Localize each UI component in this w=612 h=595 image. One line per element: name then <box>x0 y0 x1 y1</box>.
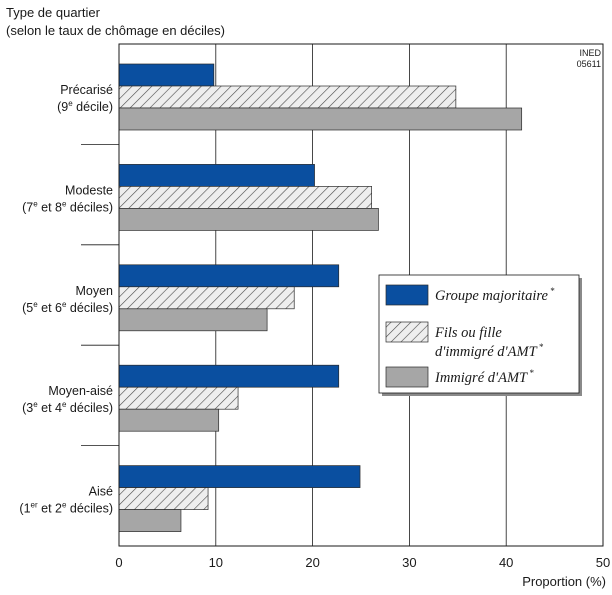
legend-label: Immigré d'AMT * <box>434 368 534 386</box>
x-axis-label: Proportion (%) <box>522 574 606 589</box>
category-sublabel: (5e et 6e déciles) <box>22 300 113 315</box>
bar <box>118 465 361 488</box>
bar <box>118 509 182 532</box>
category-sublabel: (1er et 2e déciles) <box>19 501 113 516</box>
legend-label: d'immigré d'AMT * <box>435 342 544 360</box>
x-tick-label: 20 <box>305 555 319 570</box>
bar <box>118 308 268 332</box>
category-label: Moyen <box>75 284 113 298</box>
source-code-line-2: 05611 <box>577 59 601 69</box>
bar <box>118 186 372 209</box>
legend-swatch <box>385 366 429 388</box>
legend-swatch <box>385 321 429 343</box>
category-sublabel: (9e décile) <box>57 99 113 114</box>
source-code-line-1: INED <box>579 48 601 58</box>
category-label: Précarisé <box>60 83 113 97</box>
category-label: Modeste <box>65 183 113 197</box>
bar <box>118 286 295 310</box>
category-sublabel: (3e et 4e déciles) <box>22 400 113 415</box>
bar <box>118 408 220 432</box>
bar <box>118 386 239 410</box>
x-tick-label: 50 <box>596 555 610 570</box>
x-tick-label: 30 <box>402 555 416 570</box>
bar <box>118 208 379 231</box>
bar <box>118 63 215 87</box>
bar <box>118 364 340 388</box>
bar <box>118 487 209 510</box>
x-tick-label: 10 <box>209 555 223 570</box>
legend: Groupe majoritaire * Fils ou filled'immigr… <box>378 274 582 396</box>
category-sublabel: (7e et 8e déciles) <box>22 199 113 214</box>
legend-label: Groupe majoritaire * <box>435 286 555 304</box>
plot-frame <box>118 43 604 547</box>
bar <box>118 164 315 187</box>
x-tick-label: 0 <box>115 555 122 570</box>
x-tick-label: 40 <box>499 555 513 570</box>
bar <box>118 107 523 131</box>
category-label: Moyen-aisé <box>48 384 113 398</box>
category-label: Aisé <box>89 485 113 499</box>
plot-area: Précarisé (9e décile) Modeste (7e et 8e déc… <box>19 43 610 570</box>
bar <box>118 85 457 109</box>
chart-title-line-2: (selon le taux de chômage en déciles) <box>6 23 225 38</box>
legend-label: Fils ou fille <box>434 325 502 341</box>
chart-title-line-1: Type de quartier <box>6 5 101 20</box>
legend-swatch <box>385 284 429 306</box>
bar <box>118 264 340 288</box>
